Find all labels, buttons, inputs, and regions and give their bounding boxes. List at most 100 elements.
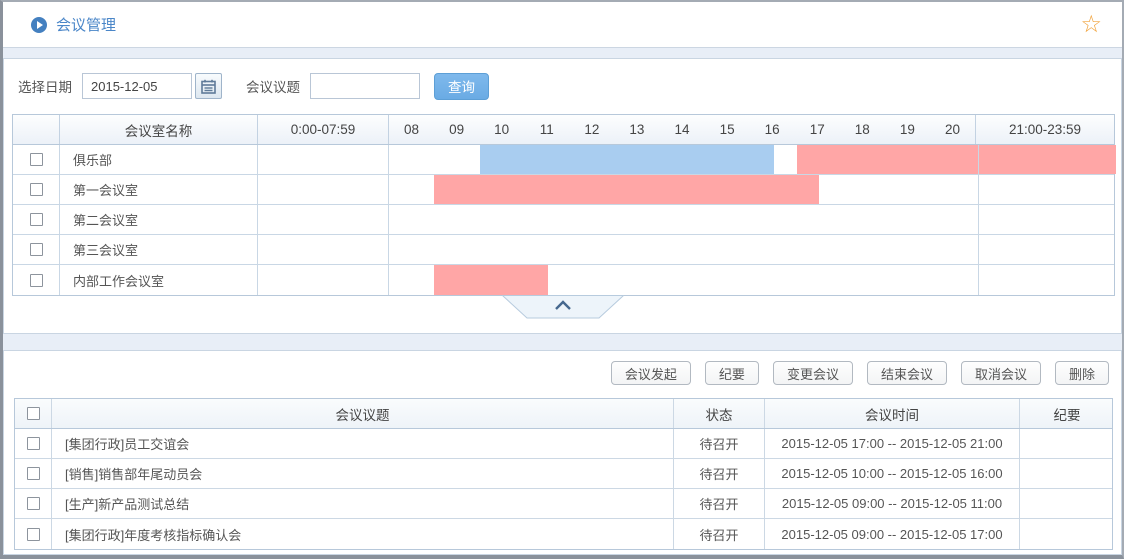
topic-label: 会议议题 xyxy=(246,80,300,95)
gantt-body: 俱乐部 第一会议室 第二会议室 第三会议室 内部工作会议室 xyxy=(13,145,1116,295)
meeting-topic: [生产]新产品测试总结 xyxy=(52,489,674,518)
calendar-icon[interactable] xyxy=(195,73,222,99)
meeting-topic: [集团行政]年度考核指标确认会 xyxy=(52,519,674,549)
meeting-minutes xyxy=(1020,519,1114,549)
meeting-checkbox[interactable] xyxy=(26,497,40,510)
gantt-row: 第一会议室 xyxy=(13,175,1114,205)
blue-meeting-bar xyxy=(479,145,775,174)
late-column-divider xyxy=(978,175,979,204)
page-title: 会议管理 xyxy=(56,17,117,34)
hour-label: 17 xyxy=(809,122,825,137)
gantt-row: 第二会议室 xyxy=(13,205,1114,235)
room-name: 第三会议室 xyxy=(60,235,258,264)
minutes-button[interactable]: 纪要 xyxy=(704,361,759,385)
meeting-checkbox[interactable] xyxy=(26,527,40,541)
room-name: 第二会议室 xyxy=(60,205,258,234)
meeting-time: 2015-12-05 17:00 -- 2015-12-05 21:00 xyxy=(765,429,1020,458)
room-timeline xyxy=(389,265,1116,295)
room-checkbox[interactable] xyxy=(29,153,43,166)
select-all-cell xyxy=(15,399,52,428)
gantt-header-row: 会议室名称 0:00-07:59 08 09 10 11 12 13 14 15 16 17 18 1… xyxy=(13,115,1114,145)
topic-column-header: 会议议题 xyxy=(52,399,674,428)
hour-label: 10 xyxy=(494,122,510,137)
date-input[interactable] xyxy=(82,73,192,99)
gantt-row: 俱乐部 xyxy=(13,145,1116,175)
late-column-divider xyxy=(978,205,979,234)
select-all-checkbox[interactable] xyxy=(26,407,40,420)
early-hours-cell xyxy=(258,235,389,264)
hour-label: 15 xyxy=(719,122,735,137)
room-checkbox-cell xyxy=(13,205,60,234)
meeting-checkbox[interactable] xyxy=(26,467,40,480)
room-checkbox-cell xyxy=(13,145,60,174)
search-button[interactable]: 查询 xyxy=(434,72,489,100)
schedule-panel: 选择日期 会议议题 查询 会议室名称 0:00-07 xyxy=(3,58,1122,334)
early-hours-cell xyxy=(258,175,389,204)
meeting-topic: [集团行政]员工交谊会 xyxy=(52,429,674,458)
cancel-meeting-button[interactable]: 取消会议 xyxy=(960,361,1041,385)
room-timeline xyxy=(389,175,1116,204)
red-meeting-bar xyxy=(434,265,548,295)
hour-label: 18 xyxy=(854,122,870,137)
initiate-meeting-button[interactable]: 会议发起 xyxy=(610,361,691,385)
room-checkbox[interactable] xyxy=(29,183,43,196)
delete-button[interactable]: 删除 xyxy=(1054,361,1109,385)
meeting-list-body: [集团行政]员工交谊会 待召开 2015-12-05 17:00 -- 2015-1… xyxy=(15,429,1112,549)
room-name: 内部工作会议室 xyxy=(60,265,258,295)
gantt-hour-labels: 08 09 10 11 12 13 14 15 16 17 18 19 20 xyxy=(389,115,976,144)
filter-row: 选择日期 会议议题 查询 xyxy=(4,59,1121,100)
hour-label: 08 xyxy=(404,122,420,137)
change-meeting-button[interactable]: 变更会议 xyxy=(772,361,853,385)
meeting-minutes xyxy=(1020,429,1114,458)
room-checkbox[interactable] xyxy=(29,243,43,256)
room-timeline xyxy=(389,145,1116,174)
meeting-row: [销售]销售部年尾动员会 待召开 2015-12-05 10:00 -- 2015-… xyxy=(15,459,1112,489)
end-meeting-button[interactable]: 结束会议 xyxy=(866,361,947,385)
minutes-column-header: 纪要 xyxy=(1053,407,1081,423)
topic-input[interactable] xyxy=(310,73,420,99)
meeting-checkbox-cell xyxy=(15,489,52,518)
room-checkbox[interactable] xyxy=(29,213,43,226)
title-bar: 会议管理 ☆ xyxy=(3,2,1122,48)
late-hours-header: 21:00-23:59 xyxy=(1008,122,1082,137)
meeting-status: 待召开 xyxy=(674,429,765,458)
early-hours-cell xyxy=(258,265,389,295)
hour-label: 14 xyxy=(674,122,690,137)
room-checkbox-cell xyxy=(13,175,60,204)
room-schedule-table: 会议室名称 0:00-07:59 08 09 10 11 12 13 14 15 16 17 18 1… xyxy=(12,114,1116,296)
meeting-time: 2015-12-05 09:00 -- 2015-12-05 11:00 xyxy=(765,489,1020,518)
late-column-divider xyxy=(978,145,979,174)
meeting-list-table: 会议议题 状态 会议时间 纪要 [集团行政]员工交谊会 待召开 2015-12-05… xyxy=(14,398,1113,550)
red-meeting-bar xyxy=(796,145,1116,174)
actions-row: 会议发起 纪要 变更会议 结束会议 取消会议 删除 xyxy=(4,351,1121,385)
hour-label: 11 xyxy=(539,122,554,137)
room-name-header: 会议室名称 xyxy=(60,115,258,144)
hour-label: 16 xyxy=(764,122,780,137)
meeting-checkbox[interactable] xyxy=(26,437,40,450)
collapse-wrap xyxy=(4,295,1121,319)
early-hours-header: 0:00-07:59 xyxy=(258,115,389,144)
meeting-list-panel: 会议发起 纪要 变更会议 结束会议 取消会议 删除 会议议题 状态 会议时间 纪要 [集团… xyxy=(3,350,1122,555)
gantt-row: 内部工作会议室 xyxy=(13,265,1114,295)
hour-label: 20 xyxy=(944,122,960,137)
room-timeline xyxy=(389,205,1116,234)
meeting-checkbox-cell xyxy=(15,429,52,458)
meeting-status: 待召开 xyxy=(674,459,765,488)
time-column-header: 会议时间 xyxy=(765,399,1020,428)
star-icon[interactable]: ☆ xyxy=(1080,10,1102,38)
room-checkbox-cell xyxy=(13,265,60,295)
meeting-row: [生产]新产品测试总结 待召开 2015-12-05 09:00 -- 2015-1… xyxy=(15,489,1112,519)
hour-label: 19 xyxy=(899,122,915,137)
gantt-header-check-cell xyxy=(13,115,60,144)
early-hours-cell xyxy=(258,205,389,234)
room-checkbox[interactable] xyxy=(29,273,43,287)
red-meeting-bar xyxy=(434,175,820,204)
meeting-checkbox-cell xyxy=(15,519,52,549)
hour-label: 12 xyxy=(584,122,600,137)
meeting-status: 待召开 xyxy=(674,489,765,518)
chevron-up-icon[interactable] xyxy=(501,295,624,319)
status-column-header: 状态 xyxy=(674,399,765,428)
meeting-status: 待召开 xyxy=(674,519,765,549)
early-hours-cell xyxy=(258,145,389,174)
